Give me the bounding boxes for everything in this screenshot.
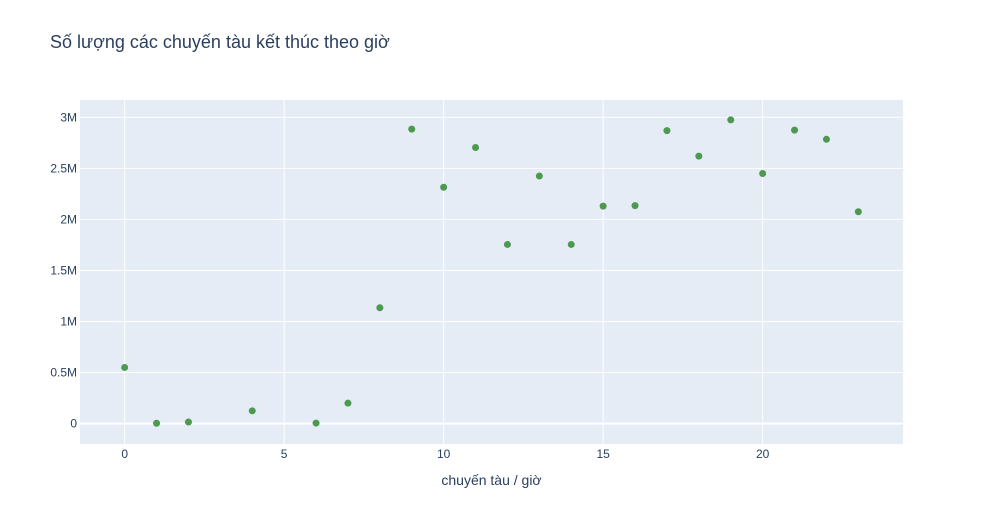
- data-point: [567, 240, 575, 248]
- data-point: [535, 172, 543, 180]
- y-tick-label: 3M: [60, 110, 77, 124]
- data-point: [184, 418, 192, 426]
- data-point: [663, 127, 671, 135]
- data-point: [376, 304, 384, 312]
- plot-area: [80, 100, 903, 444]
- y-tick-label: 2M: [60, 212, 77, 226]
- x-tick-label: 5: [281, 447, 288, 461]
- data-point: [248, 407, 256, 415]
- data-point: [440, 183, 448, 191]
- x-gridlines: [124, 100, 764, 444]
- x-tick-label: 0: [121, 447, 128, 461]
- y-tick-label: 1.5M: [50, 263, 77, 277]
- y-tick-label: 0: [70, 417, 77, 431]
- x-axis-ticks: 0 5 10 15 20: [121, 447, 769, 461]
- data-point: [153, 419, 161, 427]
- x-axis-title: chuyến tàu / giờ: [441, 472, 541, 488]
- data-point: [344, 399, 352, 407]
- data-point: [727, 116, 735, 124]
- data-point: [312, 419, 320, 427]
- x-tick-label: 10: [437, 447, 451, 461]
- data-point: [121, 363, 129, 371]
- data-point: [408, 125, 416, 133]
- data-point: [599, 202, 607, 210]
- data-point: [791, 126, 799, 134]
- x-tick-label: 20: [756, 447, 770, 461]
- y-tick-label: 2.5M: [50, 161, 77, 175]
- y-tick-label: 1M: [60, 315, 77, 329]
- data-point: [822, 135, 830, 143]
- data-point: [695, 152, 703, 160]
- x-tick-label: 15: [596, 447, 610, 461]
- y-axis-ticks: 0 0.5M 1M 1.5M 2M 2.5M 3M: [50, 110, 77, 430]
- data-point: [759, 169, 767, 177]
- y-tick-label: 0.5M: [50, 366, 77, 380]
- data-point: [854, 208, 862, 216]
- chart-title: Số lượng các chuyến tàu kết thúc theo gi…: [50, 32, 390, 52]
- data-points: [121, 116, 862, 427]
- data-point: [631, 202, 639, 210]
- data-point: [472, 143, 480, 151]
- data-point: [503, 240, 511, 248]
- y-gridlines: [80, 116, 903, 374]
